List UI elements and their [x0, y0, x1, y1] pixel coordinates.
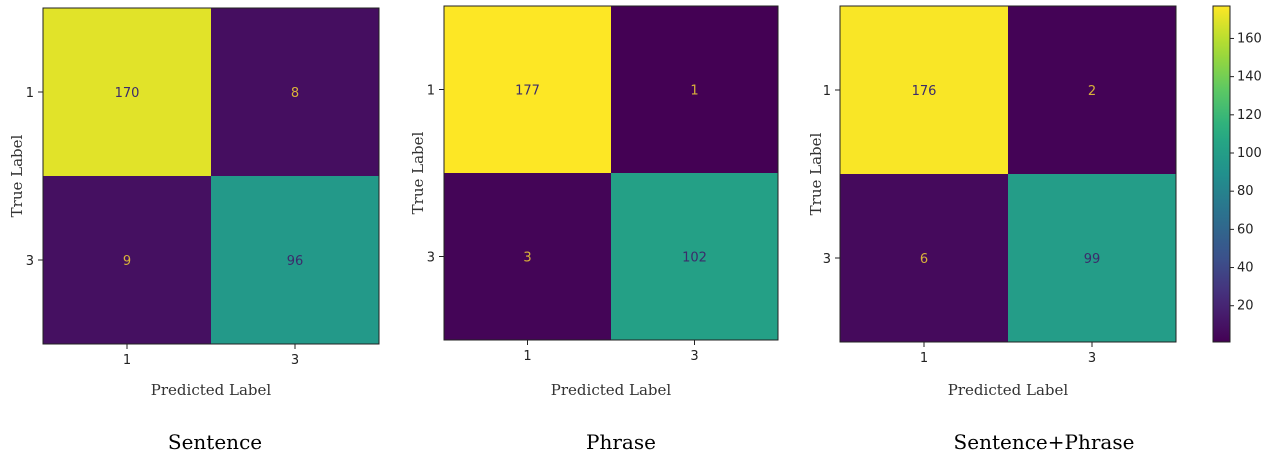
- cell-value-label: 2: [1088, 84, 1096, 99]
- y-tick-label: 3: [427, 251, 435, 266]
- matrix-cell: [1008, 6, 1176, 174]
- cell-value-label: 99: [1084, 252, 1101, 267]
- matrix-cell: [1008, 174, 1176, 342]
- y-tick-label: 1: [823, 84, 831, 99]
- cell-value-label: 1: [690, 84, 698, 99]
- matrix-cell: [611, 6, 778, 173]
- colorbar-tick-label: 60: [1237, 222, 1254, 237]
- colorbar: 20 40 60 80 100 120 140 160: [1212, 5, 1262, 343]
- cell-value-label: 176: [912, 84, 937, 99]
- cell-value-label: 6: [920, 252, 928, 267]
- cell-value-label: 96: [287, 254, 304, 269]
- matrix-cell: [444, 6, 611, 173]
- colorbar-tick-label: 120: [1237, 108, 1262, 123]
- panel-caption: Sentence+Phrase: [954, 430, 1135, 454]
- colorbar-tick-label: 160: [1237, 31, 1262, 46]
- matrix-cell: [840, 6, 1008, 174]
- panel-caption: Sentence: [168, 430, 262, 454]
- colorbar-tick-label: 20: [1237, 299, 1254, 314]
- y-axis-label: True Label: [807, 132, 825, 215]
- y-tick-label: 3: [26, 254, 34, 269]
- matrix-cell: [611, 173, 778, 340]
- y-axis-label: True Label: [409, 131, 427, 214]
- y-tick-label: 3: [823, 252, 831, 267]
- confusion-matrix-2: 177 1 3 102 1 3 1 3 Predicted Label True Label Phr…: [409, 5, 779, 454]
- panel-caption: Phrase: [586, 430, 656, 454]
- cell-value-label: 3: [523, 251, 531, 266]
- cell-value-label: 102: [682, 251, 707, 266]
- x-axis-label: Predicted Label: [151, 381, 272, 399]
- colorbar-gradient: [1212, 5, 1231, 343]
- y-tick-label: 1: [26, 86, 34, 101]
- cell-value-label: 8: [291, 86, 299, 101]
- x-axis-label: Predicted Label: [948, 381, 1069, 399]
- x-tick-label: 3: [1088, 351, 1096, 366]
- colorbar-tick-label: 100: [1237, 146, 1262, 161]
- x-tick-label: 3: [291, 353, 299, 368]
- cell-value-label: 177: [515, 84, 540, 99]
- x-axis-label: Predicted Label: [551, 381, 672, 399]
- plot-frame: [42, 7, 380, 345]
- cell-value-label: 9: [123, 254, 131, 269]
- confusion-matrix-3: 176 2 6 99 1 3 1 3 Predicted Label True Label Sent…: [807, 5, 1177, 454]
- matrix-cell: [211, 176, 379, 344]
- plot-frame: [443, 5, 779, 341]
- x-tick-label: 1: [123, 353, 131, 368]
- colorbar-tick-label: 40: [1237, 261, 1254, 276]
- matrix-cell: [43, 8, 211, 176]
- x-tick-label: 1: [523, 349, 531, 364]
- matrix-cell: [211, 8, 379, 176]
- matrix-cell: [840, 174, 1008, 342]
- cell-value-label: 170: [115, 86, 140, 101]
- colorbar-tick-label: 140: [1237, 70, 1262, 85]
- x-tick-label: 1: [920, 351, 928, 366]
- y-tick-label: 1: [427, 84, 435, 99]
- x-tick-label: 3: [690, 349, 698, 364]
- matrix-cell: [444, 173, 611, 340]
- matrix-cell: [43, 176, 211, 344]
- confusion-matrix-1: 170 8 9 96 1 3 1 3 Predicted Label True Label Sent…: [8, 7, 380, 454]
- colorbar-tick-label: 80: [1237, 184, 1254, 199]
- y-axis-label: True Label: [8, 134, 26, 217]
- plot-frame: [839, 5, 1177, 343]
